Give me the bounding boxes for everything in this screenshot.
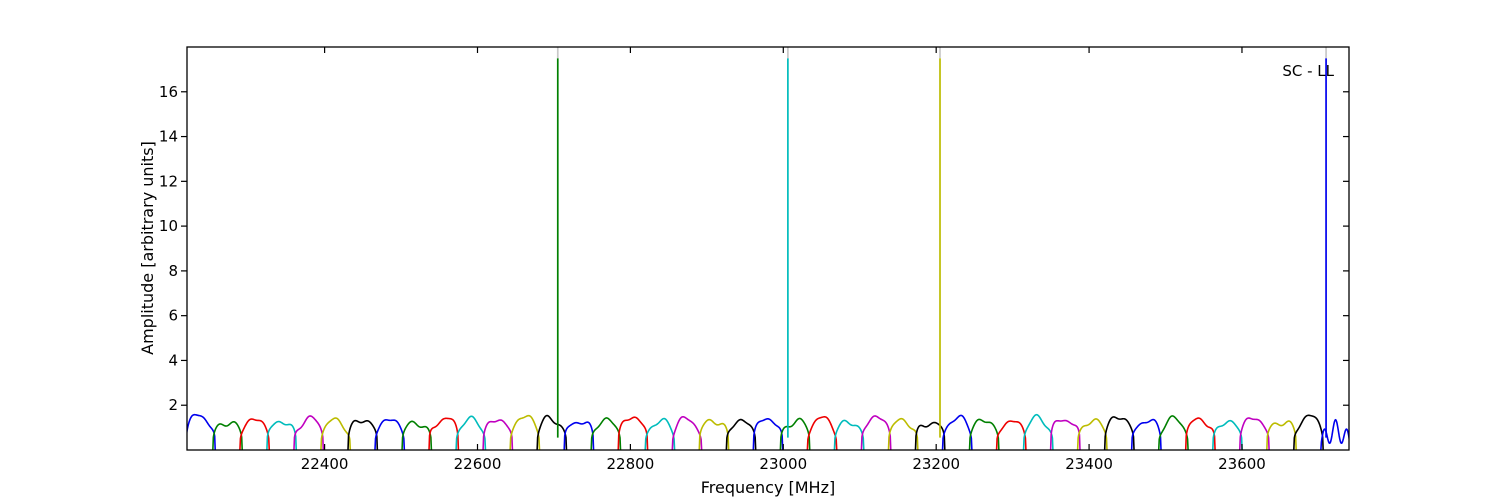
corner-label: SC - LL [1282,62,1334,80]
x-tick-label: 23600 [1218,455,1266,473]
spectral-window-path [1130,418,1162,450]
x-axis-ticks: 22400 22600 22800 23000 23200 23400 23600 [301,47,1266,473]
x-tick-label: 23200 [912,455,960,473]
spectral-window-path [1049,419,1081,450]
spectral-window-path [995,420,1027,450]
spectral-window-path [779,417,811,450]
x-tick-label: 23000 [759,455,807,473]
y-tick-label: 16 [159,83,178,101]
spectral-window-path [968,418,1000,450]
y-tick-label: 2 [168,396,178,414]
spectral-window-path [239,418,271,450]
spectral-window-path [887,417,919,450]
x-tick-label: 22400 [301,455,349,473]
spectral-windows [187,413,1349,450]
spectral-window-path [1266,420,1297,450]
spectral-window-path [428,417,460,450]
spectral-window-path [1022,413,1054,450]
spectral-window-path [617,416,649,450]
axes-frame [186,46,1350,451]
spectral-window-path [725,418,757,450]
spectral-window-path [347,419,379,450]
y-tick-label: 4 [168,351,178,369]
spectral-window-path [536,414,568,450]
y-tick-label: 12 [159,172,178,190]
x-tick-label: 23400 [1065,455,1113,473]
spectral-window-path [1157,415,1189,450]
y-axis-label: Amplitude [arbitrary units] [138,141,157,355]
y-axis-ticks: 2 4 6 8 10 12 14 16 [159,83,1349,414]
spectral-window-path [320,417,352,450]
x-axis-label: Frequency [MHz] [701,478,835,497]
spectral-window-path [698,418,730,450]
spectral-window-path [1238,417,1270,450]
spectral-window-path [1293,414,1324,450]
spectral-window-path [187,413,217,450]
y-tick-label: 8 [168,262,178,280]
y-tick-label: 10 [159,217,178,235]
spike-lines [556,47,1327,438]
spectral-window-path [563,421,595,450]
spectral-window-path [401,420,433,450]
spectral-window-path [590,417,622,450]
spectral-window-path [833,419,865,450]
spectral-window-path [482,419,514,450]
spectral-window-path [293,415,325,450]
spectral-window-path [374,419,406,450]
spectral-window-path [1076,418,1108,450]
x-tick-label: 22600 [454,455,502,473]
spectral-window-path [509,414,541,450]
spectral-window-path [455,415,487,450]
y-tick-label: 6 [168,307,178,325]
spectral-window-path [1184,417,1216,450]
y-tick-label: 14 [159,128,178,146]
spectral-window-path [671,415,703,450]
spectral-window-path [806,416,838,450]
spectral-window-path [1103,416,1135,450]
x-tick-label: 22800 [607,455,655,473]
spectral-window-path [212,420,243,450]
spectral-window-path [644,417,676,450]
spectral-window-path [941,414,973,450]
spectral-window-path [1211,419,1243,450]
spectral-window-path [860,415,892,450]
spectral-window-path [752,418,784,450]
spectral-window-path [266,420,298,450]
